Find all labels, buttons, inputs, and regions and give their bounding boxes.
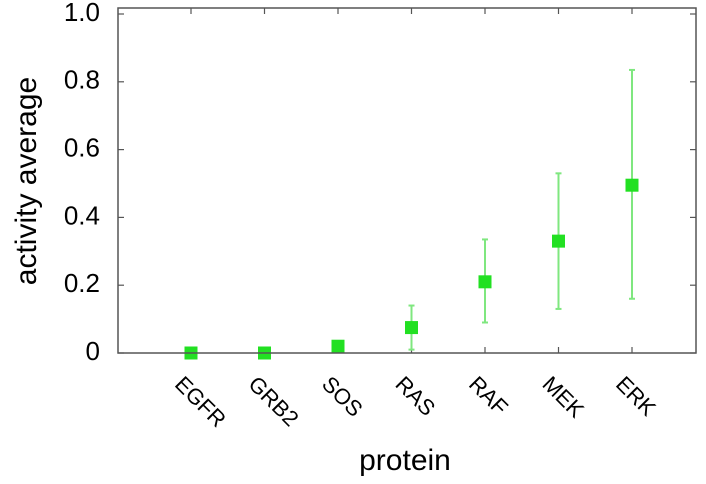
data-points (184, 178, 639, 360)
x-category-label: GRB2 (244, 371, 304, 431)
data-point (331, 339, 345, 353)
x-category-label: EGFR (170, 371, 231, 432)
x-axis-title: protein (359, 444, 451, 477)
x-category-label: RAS (391, 371, 441, 421)
y-tick-label: 0.4 (64, 200, 100, 230)
y-tick-label: 0.2 (64, 268, 100, 298)
y-axis-title: activity average (10, 77, 43, 285)
data-point (478, 275, 492, 289)
y-tick-label: 0.8 (64, 65, 100, 95)
x-category-label: ERK (611, 371, 661, 421)
y-tick-label: 0 (86, 336, 100, 366)
x-category-label: SOS (317, 371, 368, 422)
data-point (625, 178, 639, 192)
y-axis-ticks: 0 0.2 0.4 0.6 0.8 1.0 (64, 0, 696, 366)
x-category-label: MEK (538, 371, 590, 423)
data-point (552, 234, 565, 248)
error-bars (408, 68, 635, 351)
y-tick-label: 1.0 (64, 0, 100, 27)
x-axis-ticks: EGFR GRB2 SOS RAS RAF MEK ERK (170, 8, 661, 432)
y-axis-title-group: activity average (10, 77, 43, 285)
x-category-label: RAF (464, 371, 513, 420)
plot-frame (117, 7, 697, 354)
y-tick-label: 0.6 (64, 132, 100, 162)
data-point (405, 321, 418, 335)
